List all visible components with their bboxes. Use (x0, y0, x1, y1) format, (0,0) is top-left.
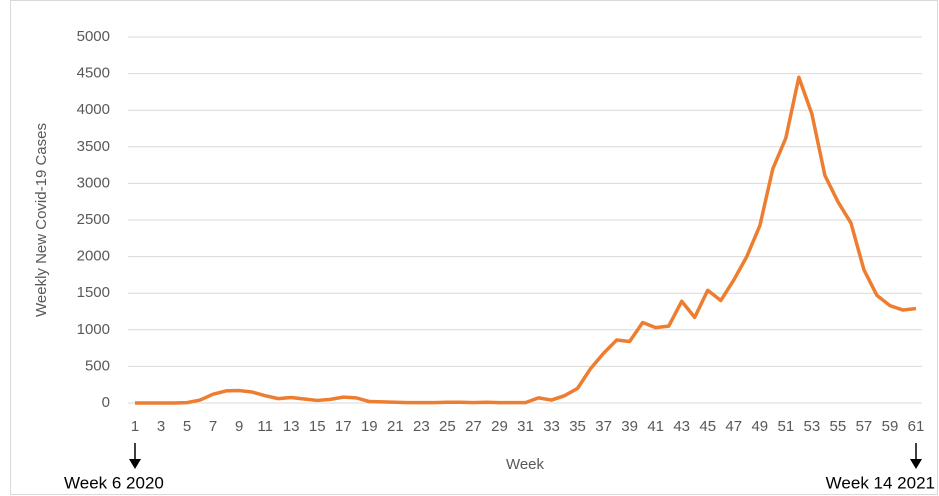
x-tick-label: 57 (856, 418, 873, 435)
y-tick-label: 2000 (77, 248, 110, 265)
y-tick-label: 3000 (77, 174, 110, 191)
x-tick-label: 37 (595, 418, 612, 435)
x-tick-label: 19 (361, 418, 378, 435)
x-tick-label: 15 (309, 418, 326, 435)
x-tick-label: 49 (751, 418, 768, 435)
arrow (129, 443, 922, 469)
y-tick-label: 5000 (77, 28, 110, 45)
x-tick-label: 61 (908, 418, 925, 435)
x-tick-label: 25 (439, 418, 456, 435)
x-tick-label: 23 (413, 418, 430, 435)
x-tick-label: 59 (882, 418, 899, 435)
x-tick-label: 17 (335, 418, 352, 435)
x-tick-label: 35 (569, 418, 586, 435)
x-tick-label: 41 (647, 418, 664, 435)
x-tick-label: 51 (777, 418, 794, 435)
x-tick-label: 7 (209, 418, 217, 435)
chart-border (10, 0, 938, 495)
y-tick-label: 0 (102, 394, 110, 411)
x-tick-label: 27 (465, 418, 482, 435)
y-tick-label: 500 (85, 357, 110, 374)
x-tick-label: 31 (517, 418, 534, 435)
x-tick-label: 47 (725, 418, 742, 435)
x-tick-label: 43 (673, 418, 690, 435)
x-tick-label: 53 (804, 418, 821, 435)
x-tick-label: 11 (257, 418, 273, 435)
x-tick-label: 21 (387, 418, 404, 435)
y-tick-label: 4500 (77, 65, 110, 82)
x-tick-label: 33 (543, 418, 560, 435)
y-tick-label: 1500 (77, 284, 110, 301)
y-axis-label: Weekly New Covid-19 Cases (33, 123, 50, 317)
x-tick-label: 55 (830, 418, 847, 435)
x-tick-label: 39 (621, 418, 638, 435)
x-tick-label: 3 (157, 418, 165, 435)
y-tick-label: 1000 (77, 321, 110, 338)
y-tick-label: 4000 (77, 101, 110, 118)
x-axis-label: Week (506, 456, 545, 473)
data-line (135, 75, 917, 405)
annotation: Week 6 2020 (64, 473, 164, 492)
x-tick-label: 1 (131, 418, 139, 435)
annotation: Week 14 2021 (826, 473, 935, 492)
x-tick-label: 45 (699, 418, 716, 435)
y-tick-label: 3500 (77, 138, 110, 155)
x-tick-label: 13 (283, 418, 300, 435)
y-tick-label: 2500 (77, 211, 110, 228)
x-tick-label: 5 (183, 418, 191, 435)
x-tick-label: 9 (235, 418, 243, 435)
x-tick-label: 29 (491, 418, 508, 435)
